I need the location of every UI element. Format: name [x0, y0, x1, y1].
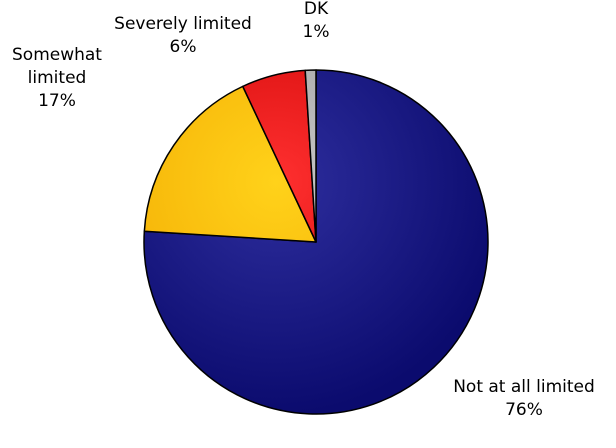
slice-value-label: 1% [303, 22, 330, 42]
slice-label: DK [304, 0, 329, 19]
slice-label: Not at all limited [453, 377, 595, 397]
pie-slice-dk [304, 69, 317, 243]
slice-value-label: 76% [505, 400, 543, 420]
slice-label: Severely limited [114, 14, 252, 34]
slices-layer [143, 69, 489, 415]
labels-layer: Not at all limited 76% Somewhat limited 17% S… [12, 0, 595, 420]
pie-slice-somewhat-limited [143, 85, 317, 243]
slice-label: limited [28, 68, 87, 88]
slice-label: Somewhat [12, 45, 102, 65]
slice-value-label: 17% [38, 91, 76, 111]
slice-value-label: 6% [170, 37, 197, 57]
